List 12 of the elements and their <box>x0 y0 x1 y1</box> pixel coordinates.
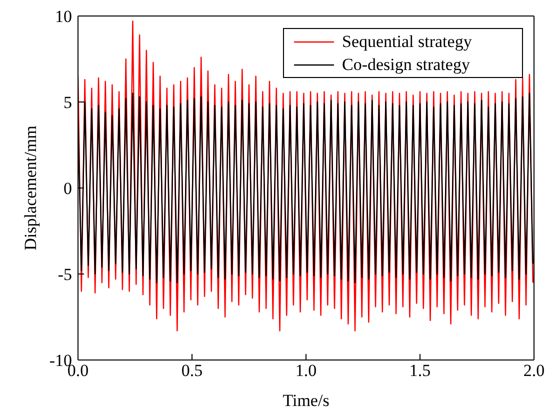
x-tick-label: 0.5 <box>181 361 203 380</box>
y-tick-label: 5 <box>64 93 72 112</box>
legend-label: Co-design strategy <box>342 54 470 76</box>
x-tick-label: 2.0 <box>523 361 545 380</box>
legend-label: Sequential strategy <box>342 31 472 53</box>
y-axis-title: Displacement/mm <box>21 126 40 250</box>
x-axis-title: Time/s <box>282 391 330 410</box>
x-tick-label: 1.5 <box>409 361 431 380</box>
y-tick-label: 10 <box>55 7 72 26</box>
x-tick-label: 1.0 <box>295 361 317 380</box>
y-tick-label: 0 <box>64 179 72 198</box>
y-tick-label: -5 <box>58 265 72 284</box>
